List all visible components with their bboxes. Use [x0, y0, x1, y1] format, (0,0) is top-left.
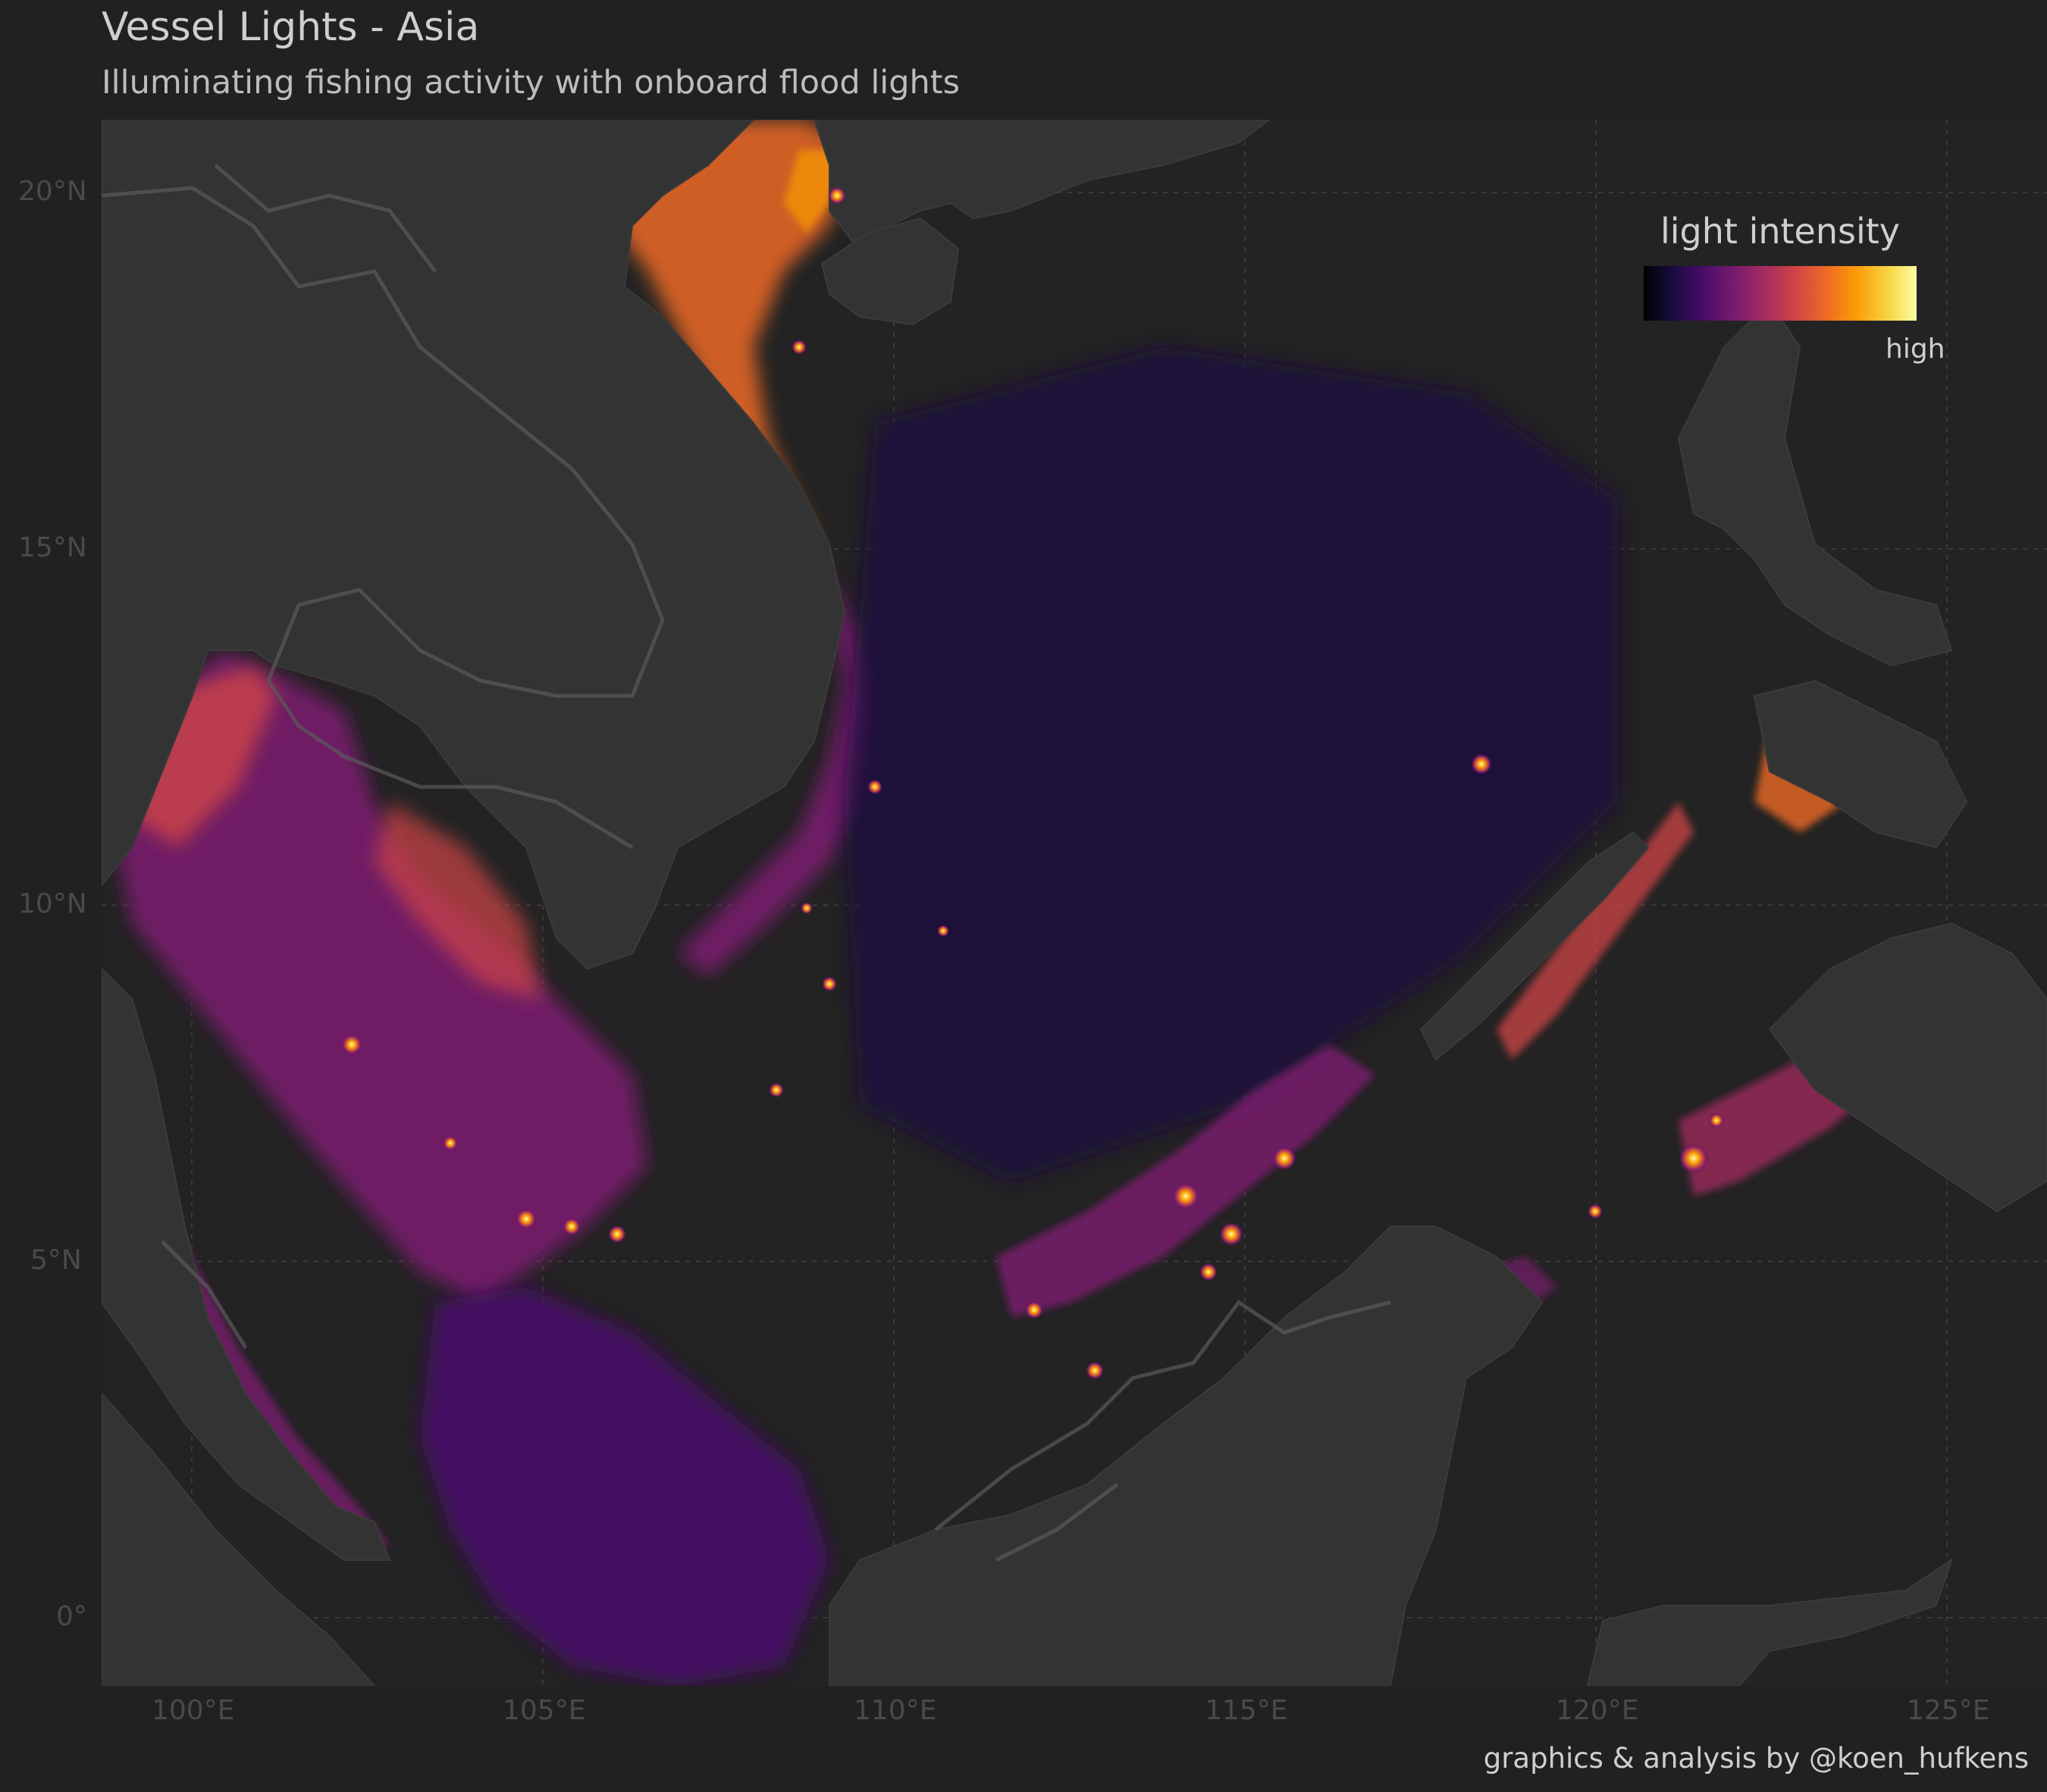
hotspot [937, 925, 949, 937]
hotspot [608, 1225, 626, 1243]
light-gulf-of-thailand [117, 650, 647, 1302]
hotspot [1471, 753, 1492, 775]
legend-colorbar [1644, 266, 1917, 321]
light-indonesia-islands [420, 1287, 829, 1686]
hotspot [1709, 1113, 1724, 1128]
light-hotspots [341, 186, 1724, 1380]
light-palawan [1497, 802, 1694, 1060]
hotspot [341, 1034, 362, 1055]
hotspot [1199, 1263, 1218, 1281]
land-mindanao [1768, 922, 2047, 1213]
chart-subtitle: Illuminating fishing activity with onboa… [102, 64, 961, 102]
y-tick-label: 15°N [18, 532, 87, 563]
x-tick-label: 110°E [854, 1695, 937, 1726]
hotspot [822, 976, 837, 992]
land-borneo [829, 1226, 1544, 1686]
x-tick-label: 120°E [1556, 1695, 1639, 1726]
hotspot [828, 186, 846, 205]
hotspot [1172, 1183, 1199, 1210]
legend-high-label: high [1886, 334, 1945, 365]
caption: graphics & analysis by @koen_hufkens [1483, 1742, 2029, 1775]
land-visayas [1753, 679, 1968, 849]
hotspot [1679, 1143, 1709, 1173]
land-masses [102, 120, 2047, 1686]
land-sumatra [102, 1392, 376, 1686]
light-cambodia-coast [375, 802, 541, 999]
land-luzon [1677, 300, 1953, 667]
land-malay-peninsula [102, 967, 391, 1561]
hotspot [1588, 1204, 1603, 1219]
hotspot [1025, 1301, 1043, 1319]
land-leizhou-china [813, 120, 1271, 243]
hotspot [1272, 1146, 1296, 1170]
hotspot [516, 1208, 537, 1230]
light-gulf-of-tonkin [602, 120, 852, 575]
hotspot [801, 902, 813, 914]
chart-title: Vessel Lights - Asia [102, 5, 480, 50]
hotspot [443, 1136, 458, 1151]
hotspot [1219, 1222, 1243, 1246]
light-vietnam-coast [678, 575, 875, 976]
x-tick-label: 115°E [1205, 1695, 1288, 1726]
map-panel [102, 120, 2047, 1686]
y-tick-label: 5°N [30, 1245, 82, 1276]
hotspot [1086, 1361, 1104, 1380]
hotspot [769, 1082, 784, 1098]
land-sulawesi [1586, 1558, 1953, 1686]
land-indochina [102, 120, 846, 970]
light-south-china-sea-dim [845, 347, 1618, 1181]
hotspot [563, 1217, 581, 1236]
y-tick-label: 0° [56, 1601, 87, 1632]
light-glow-areas [102, 120, 1891, 1686]
y-tick-label: 10°N [18, 888, 87, 919]
legend-title: light intensity [1660, 211, 1901, 252]
light-borneo-coast [996, 1045, 1375, 1317]
country-borders [102, 164, 1391, 1562]
x-tick-label: 100°E [152, 1695, 235, 1726]
hotspot [792, 340, 807, 355]
land-palawan [1419, 831, 1650, 1061]
x-tick-label: 125°E [1907, 1695, 1990, 1726]
x-tick-label: 105°E [503, 1695, 586, 1726]
hotspot [867, 779, 882, 794]
y-tick-label: 20°N [18, 176, 87, 207]
